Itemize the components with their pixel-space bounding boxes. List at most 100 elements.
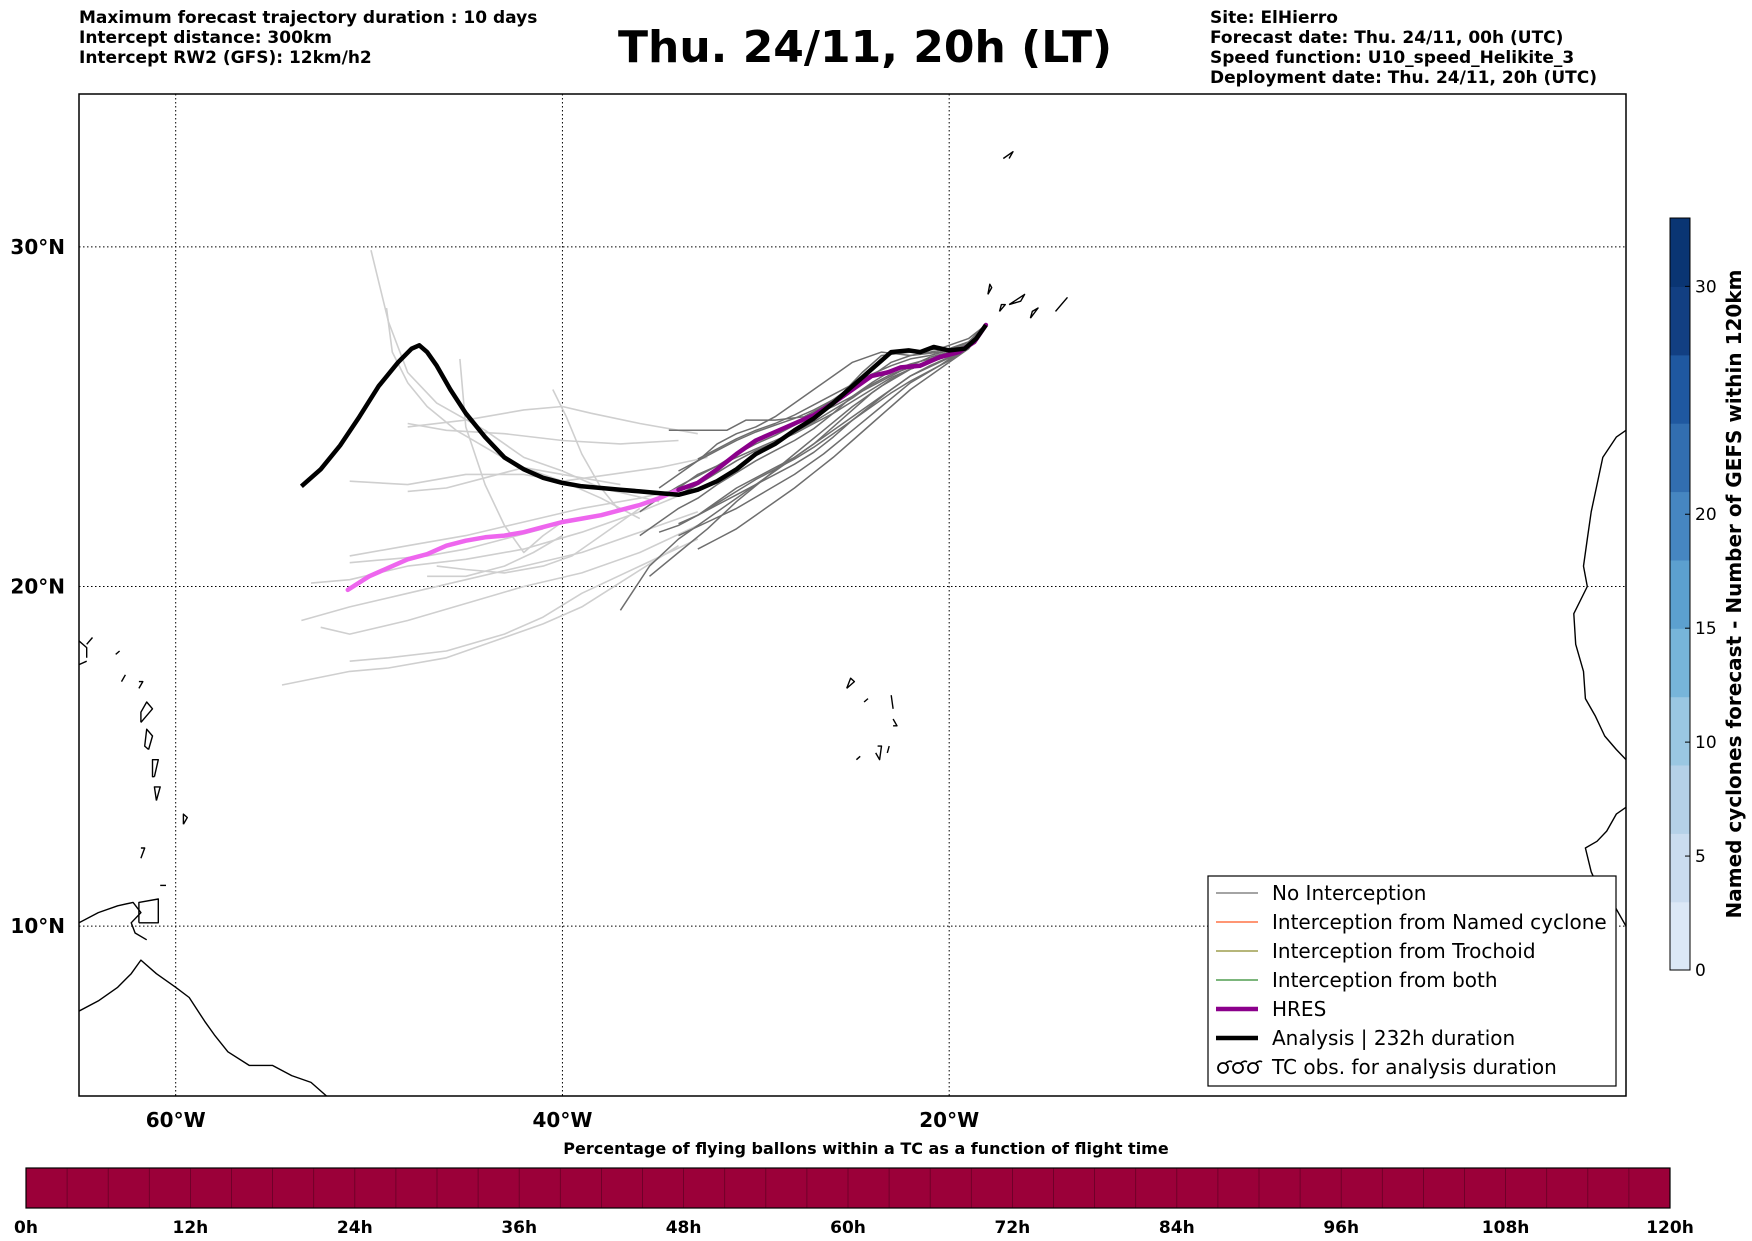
legend-label-0: No Interception [1272, 881, 1426, 905]
coast-canary-island-3 [1029, 307, 1039, 319]
no-interception-tracks [619, 324, 987, 611]
legend-cyclone-arm-0 [1225, 1060, 1233, 1064]
colorbar-segment-1 [1670, 833, 1690, 903]
coast-madeira [1002, 151, 1014, 160]
lon-tick-label-2: 20°W [919, 1108, 979, 1132]
coast-cape-verde-island-3 [892, 718, 898, 727]
coast-antilles-island-11 [79, 640, 88, 658]
timebar-tick-label-6: 72h [995, 1218, 1031, 1238]
coast-antilles-island-10 [79, 660, 87, 666]
coast-antilles-island-1 [151, 759, 159, 778]
header-right-line-1: Site: ElHierro [1210, 8, 1338, 28]
lat-tick-label-1: 20°N [10, 575, 65, 599]
legend-box [1207, 875, 1617, 1087]
lat-tick-label-2: 10°N [10, 914, 65, 938]
coast-antilles-island-9 [86, 637, 94, 645]
colorbar-segment-10 [1670, 218, 1690, 287]
no-interception-track-13 [697, 324, 987, 460]
no-interception-track-7 [639, 324, 987, 537]
coast-antilles-island-4 [182, 813, 188, 825]
coast-cape-verde-island-0 [846, 677, 856, 689]
colorbar-tick-label-1: 5 [1695, 847, 1706, 867]
coast-canary-island-0 [987, 283, 993, 295]
map-frame [78, 93, 1627, 1097]
legend-label-2: Interception from Trochoid [1272, 939, 1536, 963]
coast-canary-island-2 [1008, 293, 1026, 306]
legend-cyclone-symbol-2 [1247, 1062, 1259, 1074]
legend-label-3: Interception from both [1272, 968, 1498, 992]
coast-antilles-island-6 [138, 680, 144, 689]
lon-tick-label-0: 60°W [146, 1108, 206, 1132]
coast-antilles-island-2 [153, 786, 161, 801]
timebar-tick-label-2: 24h [337, 1218, 373, 1238]
coast-canary-island-1 [998, 303, 1006, 312]
coast-antilles-island-8 [115, 650, 121, 655]
ensemble-light-track-9 [370, 250, 660, 503]
timebar-tick-label-7: 84h [1159, 1218, 1195, 1238]
coast-antilles-island-0 [144, 728, 154, 751]
map-axis-labels: 60°W 40°W 20°W 30°N 20°N 10°N [10, 235, 979, 1132]
colorbar-segment-8 [1670, 354, 1690, 424]
colorbar-segment-9 [1670, 286, 1690, 356]
ensemble-light-track-16 [407, 466, 621, 493]
coast-cape-verde-island-2 [890, 695, 894, 709]
timebar-tick-label-5: 60h [830, 1218, 866, 1238]
colorbar-tick-label-5: 30 [1695, 277, 1717, 297]
colorbar-segment-2 [1670, 764, 1690, 834]
timebar-segments [66, 1168, 1630, 1208]
header-right-line-2: Forecast date: Thu. 24/11, 00h (UTC) [1210, 28, 1564, 48]
coast-africa-north [1573, 429, 1626, 761]
flight-time-bar: Percentage of flying ballons within a TC… [14, 1139, 1694, 1238]
analysis-track-group [299, 323, 988, 498]
colorbar-tick-label-3: 15 [1695, 619, 1717, 639]
colorbar-segment-3 [1670, 696, 1690, 766]
colorbar: Named cyclones forecast - Number of GEFS… [1669, 217, 1746, 981]
timebar-tick-label-1: 12h [173, 1218, 209, 1238]
coast-venezuela [79, 901, 148, 941]
ensemble-light-track-1 [301, 511, 699, 622]
header-left-info: Maximum forecast trajectory duration : 1… [79, 8, 537, 68]
header-right-line-3: Speed function: U10_speed_Helikite_3 [1210, 48, 1575, 68]
timebar-frame [25, 1167, 1671, 1209]
hres-extension-track [345, 487, 681, 593]
coast-cape-verde-island-4 [855, 755, 861, 761]
legend-label-4: HRES [1272, 997, 1326, 1021]
ensemble-light-track-12 [459, 358, 563, 554]
colorbar-segment-4 [1670, 628, 1690, 698]
ensemble-light-track-8 [407, 422, 679, 445]
colorbar-tick-label-2: 10 [1695, 733, 1717, 753]
coast-south-america [79, 959, 327, 1096]
timebar-tick-label-10: 120h [1646, 1218, 1694, 1238]
colorbar-segment-6 [1670, 491, 1690, 561]
colorbar-segment-0 [1670, 901, 1690, 971]
no-interception-track-14 [697, 324, 987, 550]
timebar-tick-label-8: 96h [1323, 1218, 1359, 1238]
no-interception-track-8 [678, 324, 987, 525]
coast-antilles-island-3 [140, 847, 146, 859]
ensemble-light-track-3 [349, 538, 699, 662]
coast-cape-verde-island-1 [863, 698, 869, 703]
no-interception-track-4 [658, 324, 987, 489]
timebar-tick-label-0: 0h [14, 1218, 38, 1238]
header-right-line-4: Deployment date: Thu. 24/11, 20h (UTC) [1210, 68, 1597, 88]
timebar-ticks: 0h 12h 24h 36h 48h 60h 72h 84h 96h 108h 120h [14, 1218, 1694, 1238]
legend-cyclone-symbol-1 [1232, 1062, 1244, 1074]
ensemble-light-tracks [281, 250, 708, 686]
coast-canary-island-4 [1054, 297, 1068, 312]
coast-cape-verde-island-5 [875, 745, 883, 761]
legend: No Interception Interception from Named c… [1207, 875, 1617, 1087]
no-interception-track-3 [668, 324, 987, 432]
ensemble-light-track-11 [552, 389, 622, 513]
legend-cyclone-arm-1 [1240, 1060, 1248, 1064]
legend-label-1: Interception from Named cyclone [1272, 910, 1607, 934]
timebar-tick-label-3: 36h [501, 1218, 537, 1238]
colorbar-frame [1669, 217, 1691, 971]
coast-antilles-island-5 [140, 701, 154, 723]
legend-label-5: Analysis | 232h duration [1272, 1026, 1515, 1050]
colorbar-label: Named cyclones forecast - Number of GEFS… [1722, 270, 1746, 919]
coast-trinidad [138, 898, 159, 924]
timebar-tick-label-9: 108h [1482, 1218, 1530, 1238]
no-interception-track-9 [678, 324, 987, 472]
coast-cape-verde-island-6 [886, 745, 890, 754]
